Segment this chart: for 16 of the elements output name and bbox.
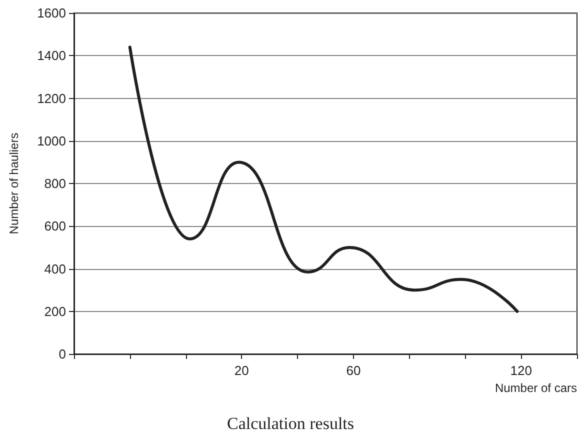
y-tick-label: 1400	[37, 48, 66, 64]
y-axis-title: Number of hauliers	[7, 132, 21, 234]
line-series	[128, 46, 519, 313]
y-tick-label: 800	[44, 176, 66, 191]
x-tick-label: 60	[346, 363, 361, 378]
x-axis-title: Number of cars	[494, 381, 577, 395]
y-tick-label: 1600	[37, 6, 66, 20]
y-tick-label: 1000	[37, 133, 66, 148]
x-tick-label: 20	[234, 363, 249, 378]
y-tick-label: 0	[58, 346, 66, 362]
y-tick-label: 600	[44, 218, 66, 234]
y-tick-label: 200	[44, 304, 66, 319]
text: Calculation results	[226, 414, 354, 433]
y-tick-label: 1200	[37, 90, 66, 106]
x-tick-label: 120	[510, 363, 532, 378]
y-tick-label: 400	[44, 261, 66, 276]
